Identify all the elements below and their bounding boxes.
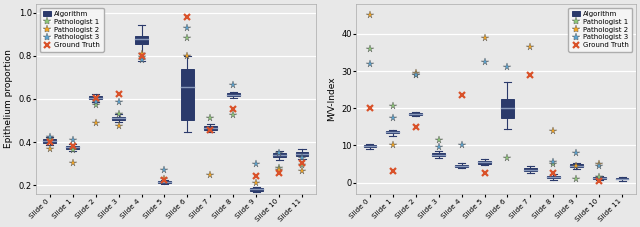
Bar (296, 152, 308, 156)
Bar (135, 36, 148, 44)
Bar (547, 176, 560, 178)
Bar (158, 181, 171, 183)
Bar (181, 69, 194, 120)
Bar (616, 178, 628, 179)
Bar (593, 177, 605, 179)
Y-axis label: Epithelium proportion: Epithelium proportion (4, 49, 13, 148)
Bar (432, 153, 445, 156)
Bar (455, 165, 468, 167)
Bar (67, 146, 79, 149)
Bar (524, 168, 537, 171)
Bar (410, 113, 422, 115)
Bar (387, 131, 399, 133)
Bar (478, 161, 491, 164)
Bar (250, 188, 262, 190)
Bar (204, 126, 217, 130)
Bar (227, 93, 239, 96)
Bar (112, 117, 125, 120)
Bar (364, 145, 376, 147)
Bar (273, 153, 285, 157)
Legend: Algorithm, Pathologist 1, Pathologist 2, Pathologist 3, Ground Truth: Algorithm, Pathologist 1, Pathologist 2,… (568, 8, 632, 52)
Bar (570, 164, 582, 167)
Legend: Algorithm, Pathologist 1, Pathologist 2, Pathologist 3, Ground Truth: Algorithm, Pathologist 1, Pathologist 2,… (40, 8, 104, 52)
Y-axis label: M/V-Index: M/V-Index (327, 77, 336, 121)
Bar (90, 96, 102, 99)
Bar (501, 99, 514, 118)
Bar (44, 139, 56, 143)
